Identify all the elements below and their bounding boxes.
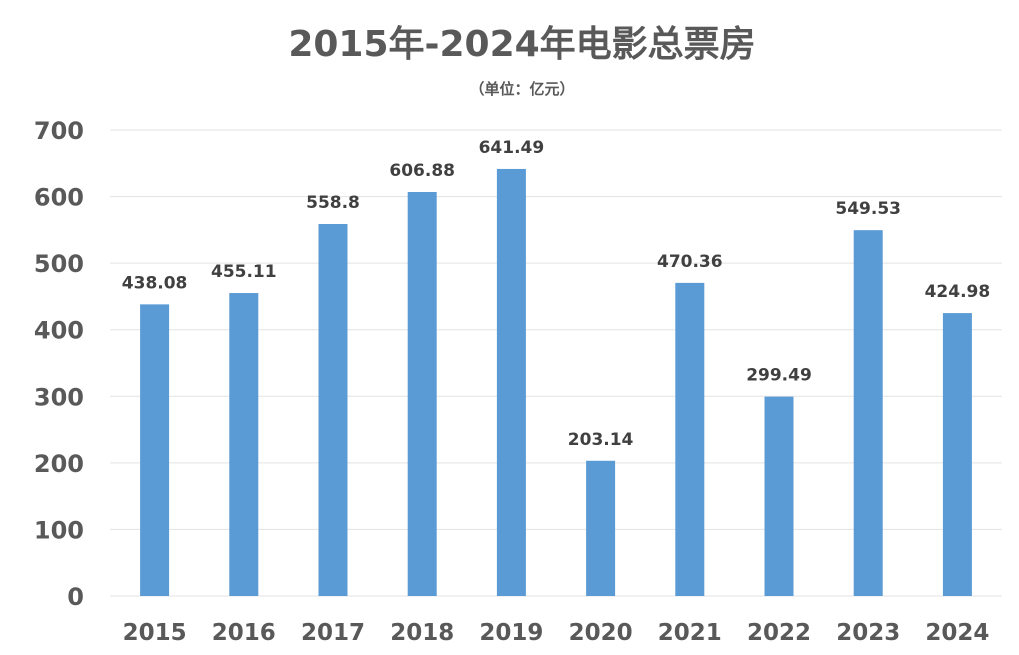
y-tick-label: 100 <box>34 516 84 544</box>
bar-2016 <box>229 293 259 596</box>
bar-2017 <box>318 223 348 597</box>
data-label-2019: 641.49 <box>479 138 545 158</box>
data-label-2024: 424.98 <box>925 282 991 302</box>
data-label-2015: 438.08 <box>122 273 188 293</box>
y-tick-label: 0 <box>67 583 84 611</box>
x-tick-label-2017: 2017 <box>301 620 365 646</box>
chart-title: 2015年-2024年电影总票房 <box>288 24 755 65</box>
gridlines <box>110 129 1002 597</box>
y-tick-label: 200 <box>34 450 84 478</box>
chart-subtitle: （单位：亿元） <box>469 80 574 98</box>
data-label-2021: 470.36 <box>657 252 723 272</box>
x-tick-label-2018: 2018 <box>390 620 454 646</box>
data-label-2023: 549.53 <box>835 199 901 219</box>
x-tick-label-2020: 2020 <box>569 620 633 646</box>
x-tick-label-2022: 2022 <box>747 620 811 646</box>
bar-2015 <box>140 304 170 596</box>
bar-2018 <box>407 191 437 596</box>
data-label-2022: 299.49 <box>746 366 812 386</box>
bar-2023 <box>853 230 883 596</box>
y-tick-label: 500 <box>34 250 84 278</box>
data-label-2017: 558.8 <box>306 193 360 213</box>
bar-2021 <box>675 282 705 596</box>
bar-2020 <box>586 460 616 596</box>
bar-2024 <box>942 313 972 596</box>
x-tick-label-2019: 2019 <box>479 620 543 646</box>
data-label-2018: 606.88 <box>389 161 455 181</box>
bars <box>140 168 972 597</box>
x-tick-label-2021: 2021 <box>658 620 722 646</box>
y-tick-label: 300 <box>34 383 84 411</box>
y-axis-ticks: 0 100 200 300 400 500 600 700 <box>34 117 84 611</box>
data-label-2020: 203.14 <box>568 430 634 450</box>
bar-2022 <box>764 396 794 596</box>
x-tick-label-2023: 2023 <box>836 620 900 646</box>
bar-2019 <box>496 168 526 597</box>
x-tick-label-2024: 2024 <box>925 620 989 646</box>
y-tick-label: 400 <box>34 317 84 345</box>
data-labels: 438.08 455.11 558.8 606.88 641.49 203.14 470.3… <box>122 138 990 450</box>
x-tick-label-2016: 2016 <box>212 620 276 646</box>
x-axis-ticks: 2015 2016 2017 2018 2019 2020 2021 2022 2023 2024 <box>123 620 990 646</box>
y-tick-label: 600 <box>34 184 84 212</box>
y-tick-label: 700 <box>34 117 84 145</box>
x-tick-label-2015: 2015 <box>123 620 187 646</box>
data-label-2016: 455.11 <box>211 262 277 282</box>
